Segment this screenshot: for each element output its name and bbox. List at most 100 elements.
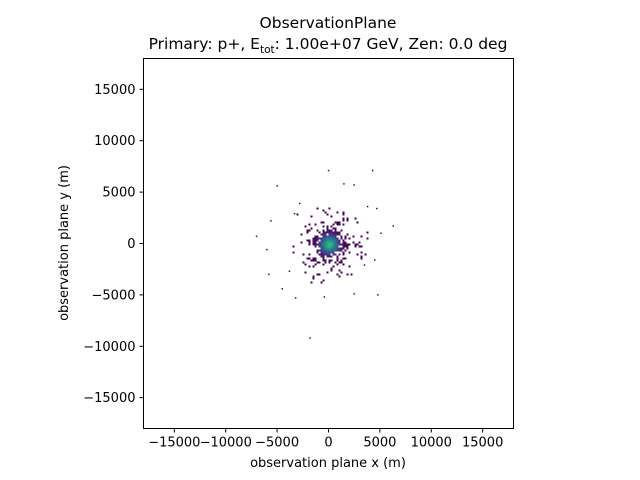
heatmap-cell	[318, 243, 321, 246]
heatmap-cell	[346, 219, 349, 222]
heatmap-cell	[326, 249, 329, 252]
heatmap-cell	[342, 247, 345, 250]
heatmap-cell	[296, 213, 299, 216]
outlier-hit	[276, 185, 278, 187]
heatmap-cell	[312, 257, 315, 260]
heatmap-cell	[364, 253, 367, 256]
x-tick-label: 0	[324, 436, 332, 451]
heatmap-cell	[324, 251, 327, 254]
heatmap-cell	[302, 253, 305, 256]
heatmap-cell	[332, 235, 335, 238]
outlier-hit	[323, 296, 326, 298]
x-tick-label: 15000	[462, 436, 503, 451]
chart-subtitle: Primary: p+, Etot: 1.00e+07 GeV, Zen: 0.…	[149, 35, 508, 56]
heatmap-cell	[332, 251, 335, 254]
heatmap-cell	[314, 263, 317, 266]
heatmap-cell	[326, 231, 329, 234]
heatmap-cell	[358, 245, 361, 248]
heatmap-cell	[344, 237, 347, 240]
heatmap-cell	[338, 275, 341, 278]
heatmap-cell	[346, 247, 349, 250]
heatmap-cell	[322, 245, 325, 248]
heatmap-cell	[340, 261, 343, 264]
heatmap-cell	[324, 233, 327, 236]
heatmap-cell	[328, 243, 331, 246]
heatmap-cell	[322, 239, 325, 242]
heatmap-cell	[322, 235, 325, 238]
heatmap-cell	[306, 257, 309, 260]
heatmap-cell	[330, 247, 333, 250]
heatmap-cell	[342, 239, 345, 242]
heatmap-cell	[320, 251, 323, 254]
heatmap-cell	[326, 271, 329, 274]
heatmap-cell	[318, 261, 321, 264]
heatmap-cell	[320, 237, 323, 240]
heatmap-cell	[336, 259, 339, 262]
heatmap-cell	[320, 253, 323, 256]
heatmap-cell	[352, 241, 355, 244]
heatmap-cell	[326, 227, 329, 230]
heatmap-cell	[312, 243, 315, 246]
outlier-hit	[374, 259, 376, 261]
outlier-hit	[281, 288, 283, 290]
heatmap-cell	[346, 217, 349, 220]
heatmap-cell	[336, 221, 339, 224]
heatmap-cell	[308, 229, 311, 232]
heatmap-cell	[326, 239, 329, 242]
outlier-hit	[293, 212, 296, 215]
heatmap-cell	[354, 217, 357, 220]
heatmap-cell	[324, 237, 327, 240]
heatmap-cell	[316, 249, 319, 252]
outlier-hit	[268, 273, 270, 276]
heatmap-cell	[334, 253, 337, 256]
x-tick-label: −5000	[255, 436, 299, 451]
heatmap-cell	[328, 235, 331, 238]
outlier-hit	[309, 337, 311, 339]
heatmap-cell	[330, 241, 333, 244]
heatmap-cell	[348, 243, 351, 246]
heatmap-cell	[330, 251, 333, 254]
heatmap-cell	[324, 239, 327, 242]
heatmap-cell	[328, 207, 331, 210]
heatmap-cell	[326, 229, 329, 232]
heatmap-cell	[326, 255, 329, 258]
outlier-hit	[327, 169, 330, 172]
heatmap-cells	[255, 169, 394, 339]
y-axis-ticks: −15000 −10000 −5000 0 5000 10000 15000	[83, 83, 144, 406]
heatmap-cell	[322, 221, 325, 224]
heatmap-cell	[322, 243, 325, 246]
heatmap-cell	[326, 237, 329, 240]
heatmap-cell	[334, 231, 337, 234]
heatmap-cell	[338, 239, 341, 242]
outlier-hit	[343, 183, 345, 185]
heatmap-cell	[318, 273, 321, 276]
heatmap-cell	[354, 245, 357, 248]
heatmap-cell	[326, 235, 329, 238]
heatmap-cell	[366, 231, 369, 234]
heatmap-cell	[318, 231, 321, 234]
heatmap-cell	[338, 231, 341, 234]
heatmap-cell	[342, 253, 345, 256]
x-tick-label: 5000	[363, 436, 396, 451]
heatmap-cell	[340, 247, 343, 250]
heatmap-cell	[308, 257, 311, 260]
heatmap-cell	[330, 215, 333, 218]
outlier-hit	[363, 264, 366, 266]
heatmap-cell	[332, 239, 335, 242]
outlier-hit	[377, 294, 379, 296]
heatmap-cell	[334, 247, 337, 250]
heatmap-cell	[304, 271, 307, 274]
heatmap-cell	[332, 265, 335, 268]
heatmap-cell	[324, 261, 327, 264]
heatmap-cell	[344, 249, 347, 252]
heatmap-cell	[324, 247, 327, 250]
heatmap-cell	[300, 241, 303, 244]
heatmap-cell	[338, 253, 341, 256]
heatmap-cell	[332, 223, 335, 226]
heatmap-cell	[322, 253, 325, 256]
heatmap-cell	[322, 233, 325, 236]
outlier-hit	[366, 205, 369, 208]
heatmap-cell	[322, 229, 325, 232]
heatmap-cell	[332, 249, 335, 252]
heatmap-cell	[330, 231, 333, 234]
